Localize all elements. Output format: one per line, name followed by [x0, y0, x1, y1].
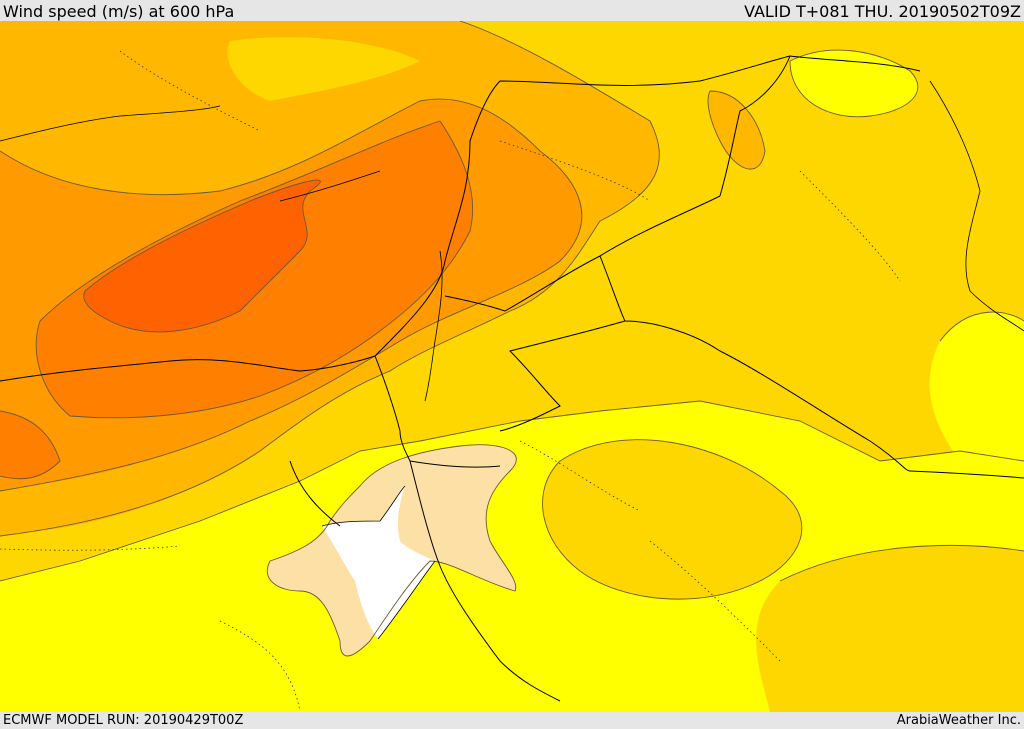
- contour-lines: [0, 21, 1024, 657]
- field-band-3-southeast: [756, 545, 1024, 712]
- footer-bar: [0, 712, 1024, 729]
- valid-time: VALID T+081 THU. 20190502T09Z: [744, 2, 1021, 21]
- model-run: ECMWF MODEL RUN: 20190429T00Z: [3, 713, 244, 728]
- coastlines: [0, 80, 1024, 640]
- region-boundaries: [0, 50, 901, 712]
- wind-speed-map: [0, 21, 1024, 712]
- field-band-highest-core: [83, 180, 321, 332]
- field-band-6-west: [0, 411, 60, 479]
- map-title: Wind speed (m/s) at 600 hPa: [3, 2, 235, 21]
- field-band-4-north-east-lobe: [708, 91, 765, 170]
- header-bar: [0, 0, 1024, 21]
- field-band-3-south-patch: [542, 439, 802, 600]
- field-band-2-east: [929, 312, 1024, 461]
- field-band-3-north-hole: [227, 37, 420, 101]
- field-band-2-northeast: [790, 50, 918, 117]
- credit-text: ArabiaWeather Inc.: [896, 713, 1021, 728]
- field-band-lowest: [322, 486, 435, 639]
- country-borders: [0, 55, 1024, 702]
